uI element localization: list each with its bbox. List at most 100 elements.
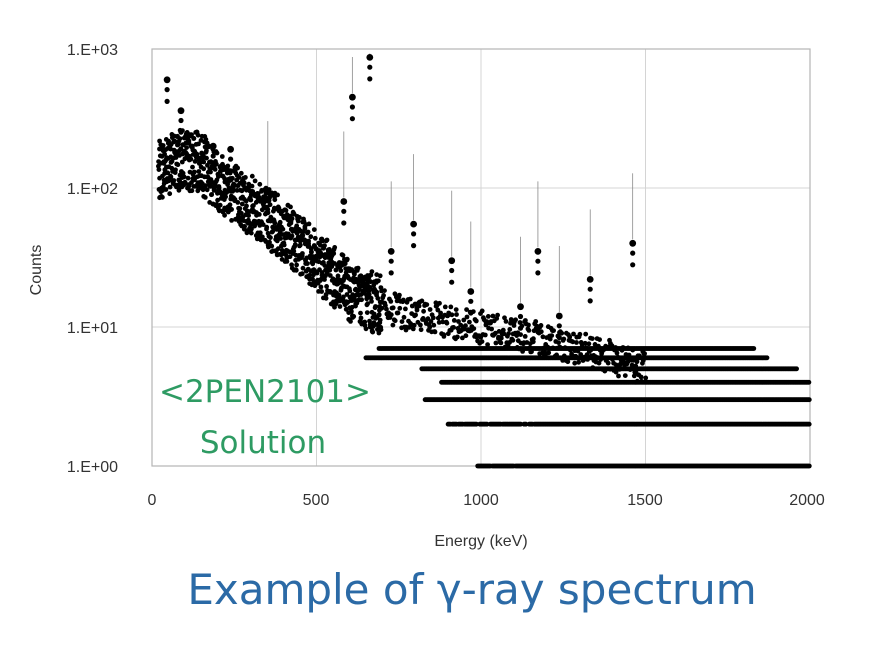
data-point [332,245,338,250]
data-point [257,181,263,187]
data-point [419,298,425,304]
peak-point [341,208,347,214]
count-band-point [751,346,757,351]
data-point [222,176,227,181]
peak-point [349,104,355,110]
data-point [172,138,178,144]
x-tick-label: 0 [148,492,157,509]
data-point [571,331,576,337]
peak-point [388,258,394,264]
y-tick-label: 1.E+03 [67,42,118,59]
data-point [622,373,628,378]
data-point [471,326,477,331]
data-point [502,315,507,321]
data-point [160,143,166,148]
data-point [427,307,433,312]
data-point [362,319,368,325]
data-point [195,132,201,138]
data-point [215,197,221,203]
data-point [168,174,174,180]
data-point [333,301,339,307]
data-point [375,295,381,301]
peak-point [177,107,185,115]
data-point [305,261,310,266]
peak-point [228,156,234,162]
peak-point [349,116,355,122]
data-point [243,175,248,180]
data-point [526,328,532,333]
data-point [455,334,460,340]
data-point [467,319,472,325]
data-point [498,340,504,346]
data-point [255,191,261,197]
data-point [235,165,241,171]
data-point [203,183,209,189]
data-point [479,308,485,314]
data-point [597,337,602,342]
data-point [322,277,327,282]
data-point [501,331,507,337]
data-point [427,324,433,330]
data-point [463,333,469,339]
data-point [272,197,278,203]
data-point [256,212,262,217]
gridlines [152,49,810,466]
data-point [335,273,341,279]
data-point [344,256,350,262]
peak-point [349,93,356,101]
data-point [464,314,470,320]
data-point [495,312,500,318]
x-tick-label: 1000 [463,492,499,509]
data-point [337,304,343,309]
data-point [248,230,254,236]
data-point [605,360,611,366]
data-point [500,327,506,333]
data-point [309,249,314,255]
data-point [374,289,380,295]
data-point [432,329,438,335]
data-point [283,208,289,213]
x-tick-label: 1500 [627,492,663,509]
data-point [156,167,162,173]
peak-point [178,117,184,124]
data-point [217,202,223,208]
data-point [323,292,329,297]
peak-point [178,129,184,135]
data-point [460,335,465,341]
x-tick-label: 2000 [789,492,825,509]
data-point [342,261,348,267]
data-point [272,220,278,226]
data-point [214,150,220,156]
sample-code-label: <2PEN2101> [159,374,371,410]
data-point [485,314,491,319]
data-point [430,315,436,321]
peak-point [164,87,170,93]
data-point [401,314,407,320]
count-band-point [806,379,812,385]
data-point [369,329,375,334]
data-point [311,227,317,233]
data-point [186,138,192,144]
data-point [352,271,357,277]
data-point [238,170,244,176]
data-point [248,197,254,203]
data-point [280,226,286,232]
data-point [506,331,511,336]
data-point [397,305,403,311]
data-point [306,221,312,227]
data-point [349,309,354,314]
data-point [184,145,190,151]
data-point [322,243,327,249]
data-point [359,297,364,303]
data-point [388,299,394,304]
data-point [377,273,383,279]
data-point [344,292,350,297]
data-point [260,234,265,240]
data-point [464,307,469,312]
data-point [540,334,546,340]
y-tick-labels: 1.E+00 1.E+01 1.E+02 1.E+03 [67,42,118,476]
data-point [173,167,178,173]
data-point [300,265,306,271]
data-point [201,159,207,165]
peak-point [468,310,474,316]
